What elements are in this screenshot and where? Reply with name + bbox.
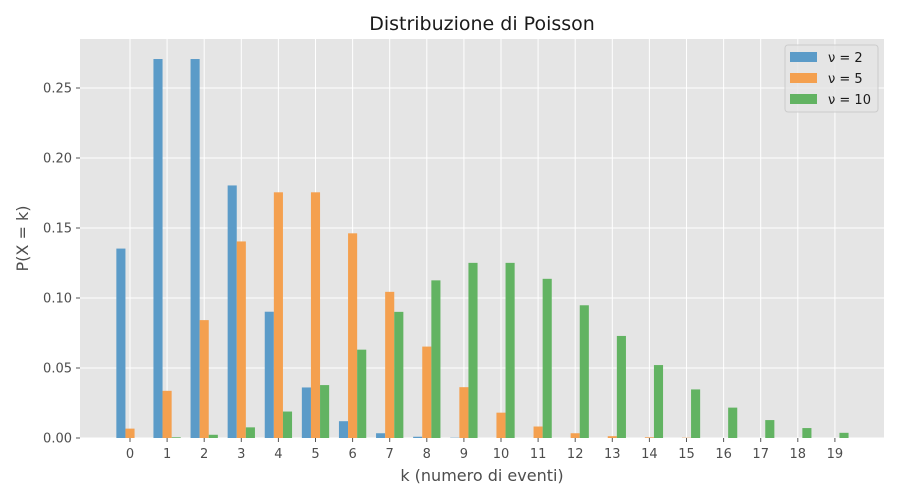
bar-series-1-k-1 [153,59,163,439]
bar-series-3-k-7 [394,311,404,438]
chart-title: Distribuzione di Poisson [369,13,595,35]
legend: ν = 2 ν = 5 ν = 10 [784,44,879,113]
bar-series-2-k-8 [422,346,432,438]
bar-series-1-k-3 [227,185,237,438]
x-tick-label: 3 [237,447,245,462]
x-tick-label: 16 [715,447,732,462]
x-tick-label: 0 [126,447,134,462]
bar-series-1-k-4 [264,311,274,438]
bar-series-3-k-2 [208,434,218,438]
y-tick-label: 0.05 [43,362,72,377]
bar-series-3-k-1 [171,437,181,438]
x-tick-label: 8 [423,447,431,462]
bar-series-3-k-14 [653,365,664,438]
bar-series-1-k-8 [413,436,423,438]
x-tick-label: 13 [604,447,621,462]
x-tick-label: 2 [200,447,208,462]
bars [116,59,849,439]
y-tick-label: 0.20 [43,152,72,167]
x-tick-label: 4 [274,447,282,462]
bar-series-1-k-7 [376,433,386,438]
bar-series-3-k-5 [320,385,330,438]
x-axis-label: k (numero di eventi) [400,466,563,485]
x-tick-label: 10 [493,447,510,462]
x-tick-label: 19 [827,447,844,462]
bar-series-2-k-9 [459,387,469,438]
bar-series-1-k-6 [338,421,349,438]
bar-series-2-k-7 [385,291,395,438]
bar-series-2-k-13 [607,436,617,438]
bar-series-2-k-3 [236,241,246,438]
bar-series-2-k-12 [570,433,580,438]
bar-series-2-k-2 [199,320,209,438]
x-tick-label: 12 [567,447,584,462]
x-tick-label: 18 [790,447,807,462]
bar-series-3-k-4 [282,411,293,438]
legend-swatch-series-2 [790,73,817,83]
bar-series-3-k-10 [505,262,515,438]
bar-series-2-k-1 [162,390,172,438]
legend-label-series-3: ν = 10 [828,93,871,108]
bar-series-3-k-18 [802,428,812,438]
bar-series-3-k-11 [542,278,552,438]
x-axis-ticks: 0 1 2 3 4 5 6 7 8 9 10 11 12 13 14 15 16 17 18 19 [126,438,843,462]
bar-series-3-k-6 [357,349,367,438]
bar-series-2-k-4 [273,192,283,438]
x-tick-label: 6 [348,447,356,462]
bar-series-3-k-16 [728,407,738,438]
bar-series-1-k-0 [116,248,126,438]
bar-series-1-k-2 [190,59,200,439]
bar-series-3-k-12 [579,305,589,438]
x-tick-label: 5 [311,447,319,462]
x-tick-label: 15 [678,447,695,462]
y-axis-label: P(X = k) [13,206,32,272]
bar-series-2-k-14 [644,437,654,438]
x-tick-label: 9 [460,447,468,462]
bar-series-3-k-13 [616,335,626,438]
x-tick-label: 1 [163,447,171,462]
y-axis-ticks: 0.00 0.05 0.10 0.15 0.20 0.25 [43,82,80,447]
x-tick-label: 14 [641,447,658,462]
y-tick-label: 0.25 [43,82,72,97]
legend-label-series-2: ν = 5 [828,72,863,87]
bar-series-3-k-8 [431,280,441,438]
bar-series-1-k-5 [301,387,311,438]
x-tick-label: 17 [752,447,769,462]
y-tick-label: 0.15 [43,222,72,237]
legend-label-series-1: ν = 2 [828,51,863,66]
bar-series-3-k-9 [468,262,478,438]
y-tick-label: 0.10 [43,292,72,307]
legend-swatch-series-1 [790,52,817,62]
bar-series-3-k-3 [245,427,255,438]
bar-series-2-k-0 [125,428,135,438]
y-tick-label: 0.00 [43,432,72,447]
bar-series-2-k-5 [310,192,321,438]
bar-series-2-k-10 [496,412,506,438]
legend-swatch-series-3 [790,94,817,104]
bar-series-3-k-19 [839,432,849,438]
x-tick-label: 11 [530,447,547,462]
plot-background [80,39,884,438]
x-tick-label: 7 [386,447,394,462]
bar-series-2-k-6 [348,233,358,438]
bar-series-2-k-11 [533,426,543,438]
bar-series-3-k-15 [691,389,701,438]
bar-series-3-k-17 [765,420,775,438]
